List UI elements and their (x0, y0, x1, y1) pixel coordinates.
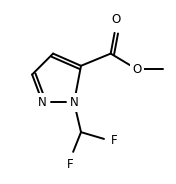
Text: O: O (111, 13, 121, 26)
Text: F: F (111, 134, 117, 147)
Text: O: O (132, 63, 142, 76)
Text: N: N (70, 96, 78, 109)
Text: F: F (67, 158, 74, 171)
Text: N: N (38, 96, 47, 109)
